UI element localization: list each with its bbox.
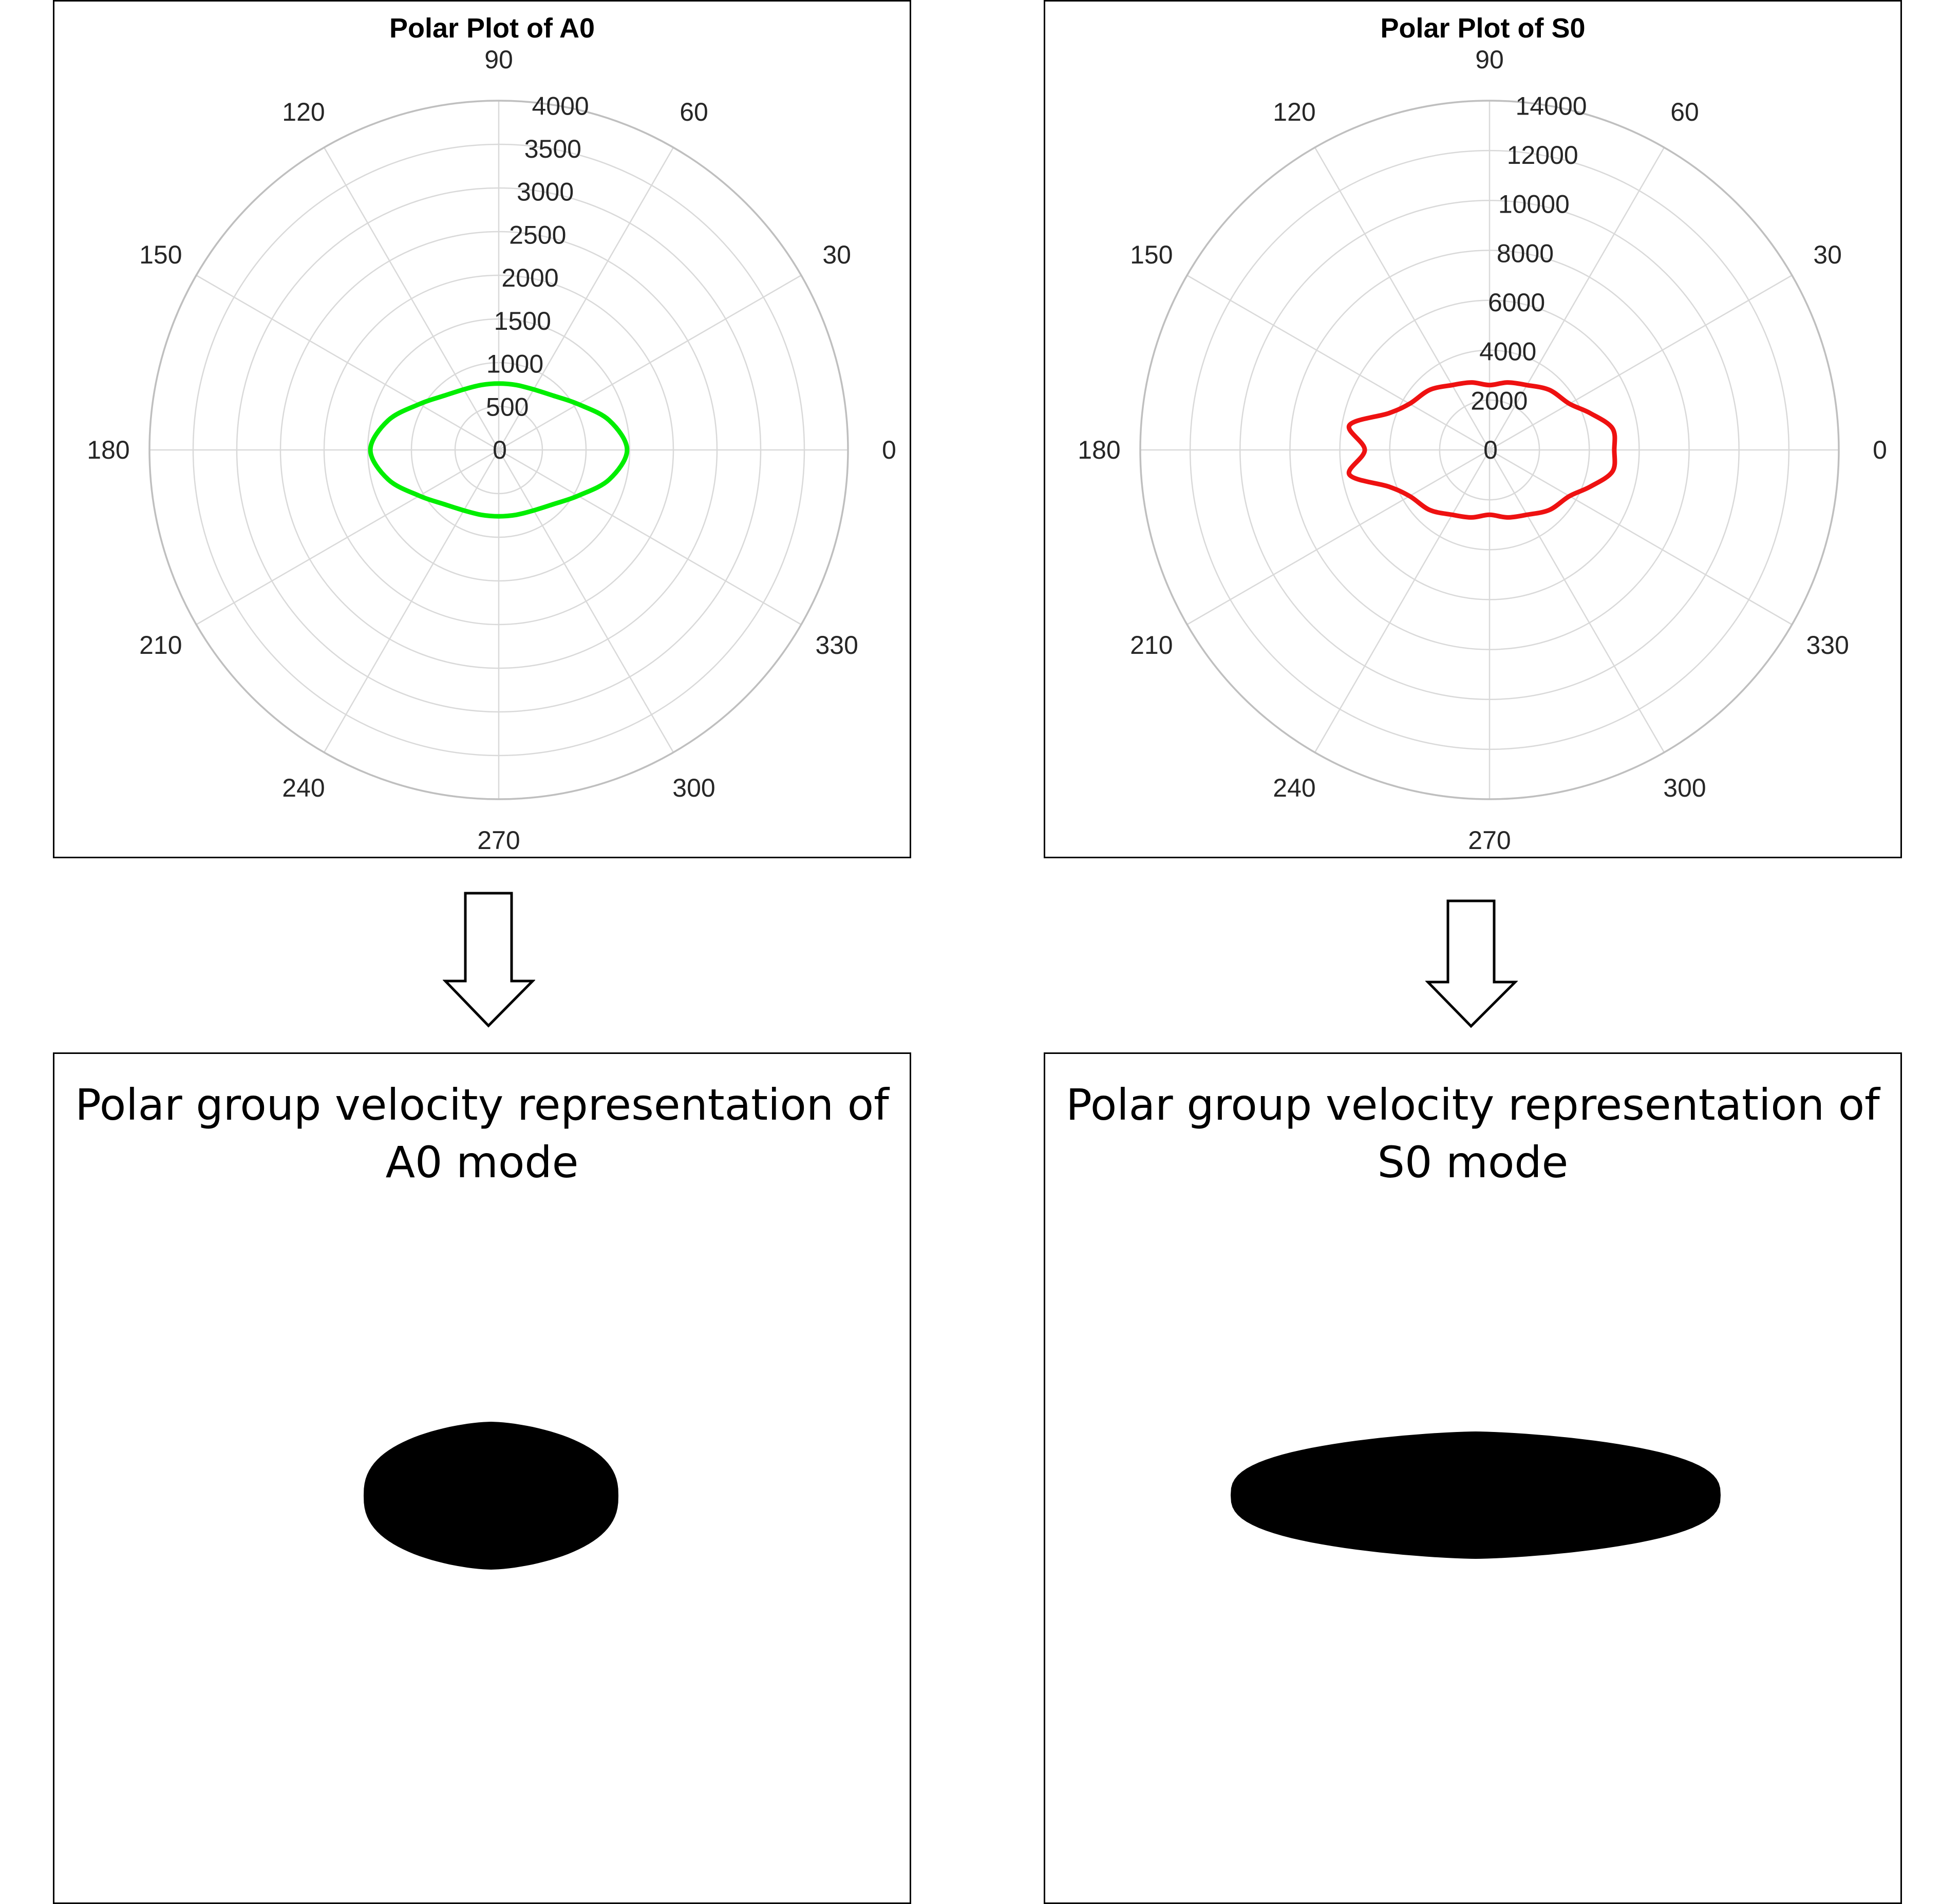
chart-title: Polar Plot of S0 [1380, 13, 1585, 44]
theta-gridline [1186, 449, 1490, 626]
r-tick-label: 6000 [1488, 288, 1545, 317]
r-gridline [236, 187, 762, 713]
theta-tick-label: 0 [1873, 436, 1887, 464]
r-tick-label: 8000 [1497, 239, 1554, 268]
theta-tick-label: 300 [672, 774, 715, 802]
velocity-shape-fill [1231, 1431, 1721, 1559]
r-tick-label: 4000 [532, 91, 589, 120]
down-arrow-icon [1425, 899, 1518, 1028]
theta-tick-label: 60 [1670, 98, 1699, 126]
polar-plot-s0-panel: Polar Plot of S0 0 30 60 90 120 150 180 210 240 27… [1044, 0, 1902, 858]
chart-title: Polar Plot of A0 [389, 13, 595, 44]
r-gridline [279, 231, 718, 669]
theta-tick-label: 240 [1273, 774, 1315, 802]
r-tick-label: 12000 [1507, 141, 1578, 169]
r-tick-label: 2500 [509, 220, 566, 249]
r-tick-label: 3500 [524, 135, 581, 163]
theta-tick-label: 90 [1475, 45, 1504, 74]
theta-tick-label: 60 [680, 98, 708, 126]
a0-caption-line2: A0 mode [385, 1137, 579, 1187]
theta-tick-label: 120 [1273, 98, 1315, 126]
theta-gridline [1489, 274, 1793, 451]
r-tick-label: 2000 [1471, 386, 1528, 415]
outer-ring [148, 100, 849, 800]
theta-tick-label: 270 [477, 826, 520, 855]
r-gridline [454, 405, 543, 495]
theta-tick-label: 330 [815, 631, 858, 659]
series-line [368, 381, 630, 519]
r-tick-label: 2000 [501, 263, 558, 292]
r-tick-label: 500 [486, 392, 529, 421]
r-gridline [1189, 149, 1790, 750]
r-gridline [192, 143, 805, 757]
polar-plot-s0: Polar Plot of S0 0 30 60 90 120 150 180 210 240 27… [1078, 13, 1887, 855]
s0-representation-panel: Polar group velocity representation of S… [1044, 1052, 1902, 1904]
theta-tick-label: 330 [1806, 631, 1849, 659]
theta-tick-label: 270 [1468, 826, 1511, 855]
a0-caption-line1: Polar group velocity representation of [75, 1080, 889, 1130]
r-gridline [1439, 399, 1540, 501]
theta-tick-label: 210 [139, 631, 182, 659]
theta-gridline [1186, 274, 1490, 451]
a0-caption: Polar group velocity representation of A… [54, 1076, 910, 1191]
theta-gridline [1489, 449, 1793, 626]
theta-gridline [1314, 449, 1491, 753]
a0-representation-panel: Polar group velocity representation of A… [53, 1052, 911, 1904]
polar-plot-a0: Polar Plot of A0 0 30 60 90 120 150 180 210 240 27… [87, 13, 896, 855]
outer-ring [1139, 100, 1840, 800]
r-tick-label: 0 [493, 436, 507, 464]
theta-tick-label: 120 [282, 98, 325, 126]
s0-caption-line1: Polar group velocity representation of [1066, 1080, 1880, 1130]
theta-tick-label: 90 [484, 45, 513, 74]
r-tick-label: 3000 [517, 178, 574, 206]
theta-tick-label: 180 [87, 436, 129, 464]
theta-tick-label: 150 [139, 240, 182, 269]
r-tick-label: 10000 [1498, 190, 1570, 219]
r-gridline [367, 318, 631, 582]
theta-gridline [1488, 449, 1665, 753]
theta-tick-label: 30 [822, 240, 851, 269]
velocity-shape-fill [364, 1422, 618, 1570]
down-arrow-icon [443, 892, 535, 1028]
theta-tick-label: 210 [1130, 631, 1173, 659]
theta-gridline [1488, 147, 1665, 450]
a0-velocity-shape [364, 1422, 618, 1570]
s0-caption-line2: S0 mode [1377, 1137, 1569, 1187]
theta-tick-label: 300 [1663, 774, 1706, 802]
theta-tick-label: 0 [882, 436, 896, 464]
theta-tick-label: 150 [1130, 240, 1173, 269]
r-gridline [1239, 200, 1740, 700]
theta-tick-label: 240 [282, 774, 325, 802]
r-tick-label: 14000 [1516, 91, 1587, 120]
r-tick-label: 1000 [486, 350, 543, 379]
theta-gridline [1314, 147, 1491, 450]
r-tick-label: 4000 [1479, 337, 1536, 366]
r-gridline [323, 274, 674, 626]
r-tick-label: 1500 [494, 307, 551, 335]
theta-tick-label: 30 [1813, 240, 1842, 269]
r-gridline [1339, 299, 1640, 600]
theta-tick-label: 180 [1078, 436, 1120, 464]
r-tick-label: 0 [1483, 436, 1498, 464]
r-gridline [1389, 349, 1590, 551]
polar-plot-a0-panel: Polar Plot of A0 0 30 60 90 120 150 180 210 240 27… [53, 0, 911, 858]
s0-velocity-shape [1231, 1431, 1721, 1559]
series-line [1346, 380, 1617, 520]
r-gridline [1289, 250, 1690, 650]
s0-caption: Polar group velocity representation of S… [1045, 1076, 1900, 1191]
r-gridline [410, 362, 587, 538]
